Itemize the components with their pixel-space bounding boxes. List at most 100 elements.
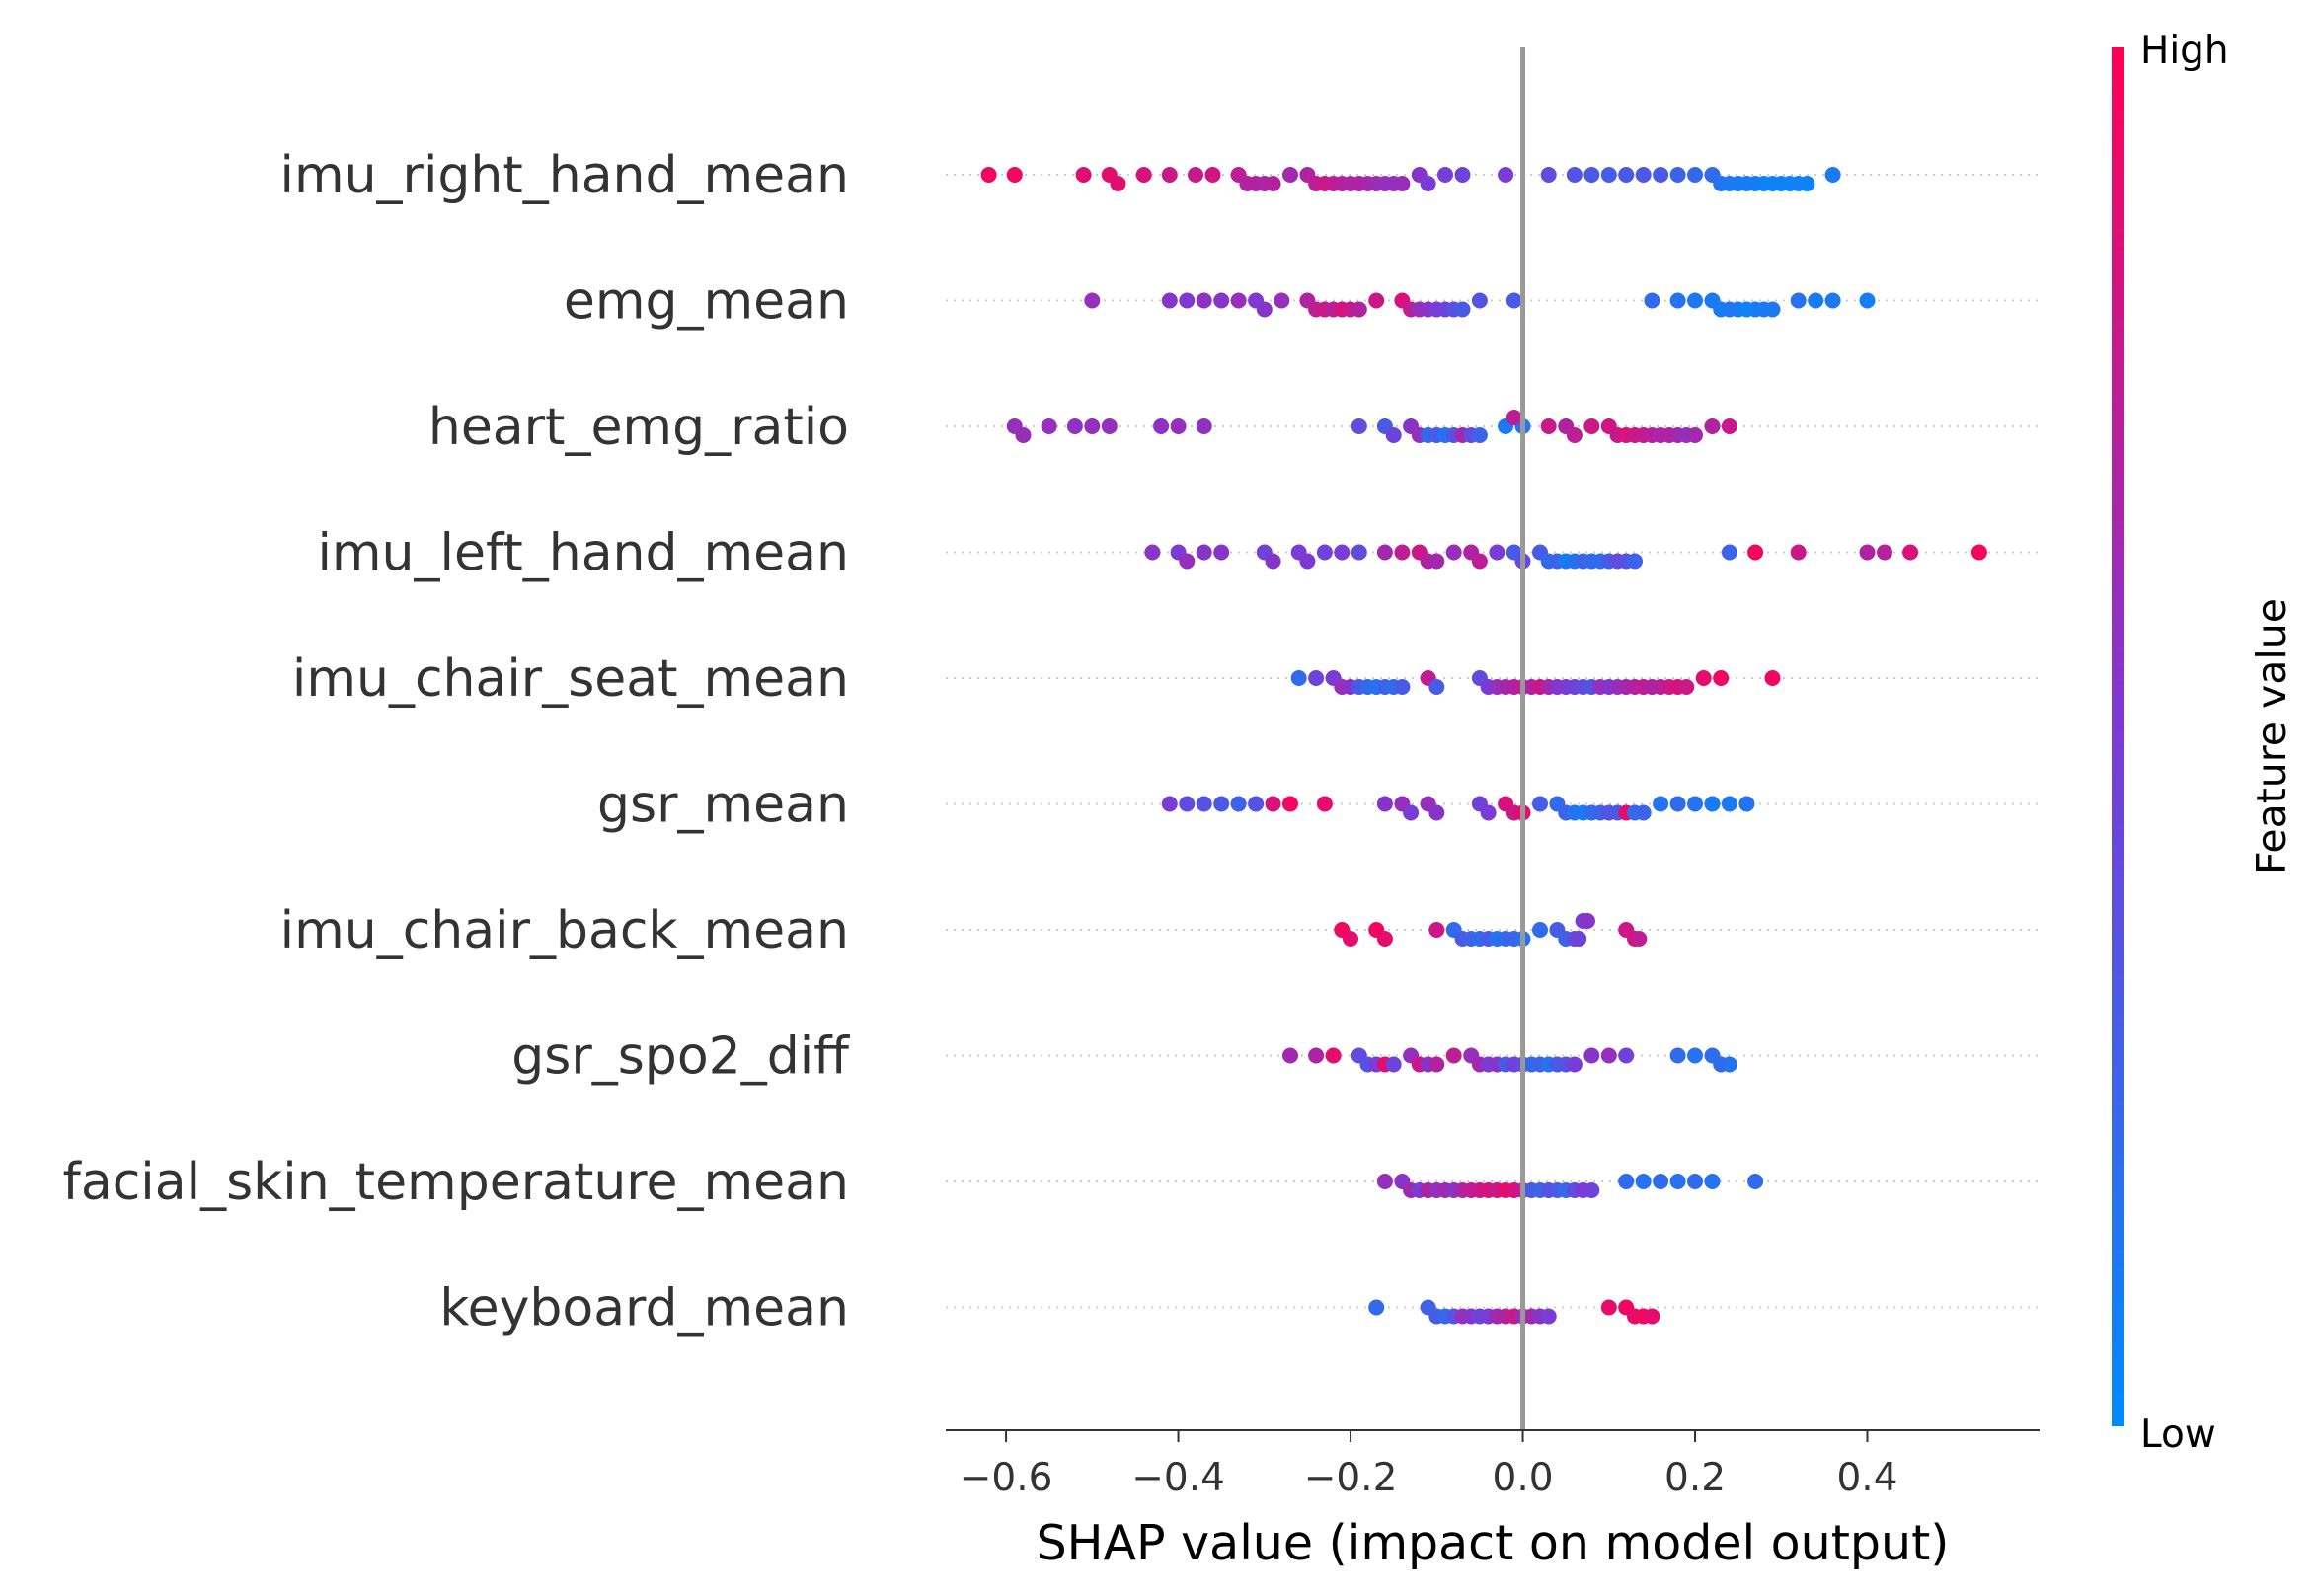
feature-label: imu_chair_back_mean [280,901,849,960]
feature-label: imu_right_hand_mean [280,146,850,205]
shap-point [1265,176,1281,191]
shap-point [1566,167,1583,183]
shap-point [1902,544,1919,561]
shap-point [1713,670,1730,686]
shap-point [1265,553,1281,570]
x-tick-label: −0.6 [960,1456,1053,1500]
shap-point [1161,796,1178,812]
shap-point [1566,427,1583,443]
shap-point [1532,796,1548,812]
shap-point [1274,292,1290,309]
shap-point [1161,292,1178,309]
shap-point [1747,1174,1764,1189]
shap-point [1066,418,1083,434]
x-tick-label: −0.4 [1131,1456,1225,1500]
shap-point [1635,167,1652,183]
x-tick-label: 0.2 [1664,1456,1726,1500]
shap-point [1084,418,1101,434]
shap-point [1316,796,1333,812]
shap-point [1248,796,1265,812]
shap-point [1505,292,1522,309]
shap-point [1110,176,1126,191]
shap-point [1101,418,1118,434]
shap-point [1790,544,1807,561]
colorbar-low-label: Low [2140,1412,2216,1457]
shap-point [1428,679,1445,695]
feature-label: gsr_spo2_diff [511,1027,850,1087]
shap-point [1583,1182,1600,1198]
feature-label: keyboard_mean [439,1279,849,1338]
shap-point [1075,167,1092,183]
shap-point [1738,796,1755,812]
shap-point [1859,544,1876,561]
shap-point [1583,418,1600,434]
shap-point [1721,544,1737,561]
shap-point [1428,553,1445,570]
shap-point [980,167,997,183]
shap-point [1428,804,1445,821]
shap-point [1170,418,1187,434]
shap-point [1394,544,1411,561]
shap-point [1687,796,1703,812]
shap-point [1877,544,1892,561]
shap-point [1282,1047,1298,1064]
shap-point [1256,301,1273,318]
feature-label: gsr_mean [597,776,849,835]
shap-point [1631,931,1648,947]
shap-point [1583,1047,1600,1064]
feature-label: emg_mean [564,272,849,332]
feature-label: heart_emg_ratio [428,398,849,457]
shap-point [1394,176,1411,191]
feature-label: imu_chair_seat_mean [292,649,849,709]
shap-point [1618,1174,1635,1189]
shap-point [1824,167,1841,183]
shap-point [1618,1047,1635,1064]
shap-point [1282,796,1298,812]
points-layer [980,167,1987,1325]
shap-point [1230,292,1247,309]
shap-point [1687,1174,1703,1189]
shap-point [1385,1056,1402,1073]
shap-point [1653,167,1669,183]
shap-point [1471,427,1488,443]
shap-point [1394,679,1411,695]
shap-point [1308,1047,1325,1064]
shap-point [1041,418,1057,434]
shap-point [1454,301,1471,318]
shap-point [1583,167,1600,183]
shap-point [1747,544,1764,561]
x-tick-label: 0.0 [1493,1456,1554,1500]
shap-point [1540,1308,1557,1325]
shap-point [1580,913,1595,929]
colorbar: High Low Feature value [2112,29,2295,1457]
shap-point [1376,931,1393,947]
shap-point [1230,796,1247,812]
shap-point [1445,1047,1462,1064]
shap-point [1188,167,1203,183]
shap-point [1084,292,1101,309]
shap-point [1721,796,1737,812]
shap-point [1498,167,1514,183]
shap-point [1480,804,1497,821]
shap-point [1721,418,1737,434]
shap-point [1644,292,1660,309]
shap-point [1653,1174,1669,1189]
colorbar-title: Feature value [2248,598,2295,874]
shap-point [1213,544,1230,561]
shap-point [1179,553,1196,570]
shap-point [1368,1299,1385,1316]
shap-point [1471,292,1488,309]
shap-point [1764,301,1781,318]
shap-point [1196,796,1212,812]
shap-point [1721,1056,1737,1073]
shap-point [1678,679,1695,695]
colorbar-gradient [2112,47,2124,1426]
shap-point [1135,167,1152,183]
shap-point [1006,167,1023,183]
shap-point [1635,1174,1652,1189]
shap-point [1489,544,1505,561]
shap-point [1600,1299,1617,1316]
shap-point [1299,553,1316,570]
shap-point [1799,176,1815,191]
